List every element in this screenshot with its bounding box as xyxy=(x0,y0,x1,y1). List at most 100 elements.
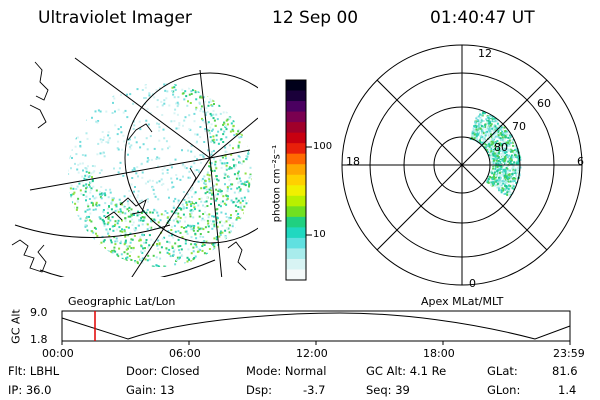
emission-pixel xyxy=(139,238,142,241)
emission-pixel xyxy=(248,96,251,99)
emission-pixel xyxy=(233,167,236,169)
emission-pixel xyxy=(152,275,154,277)
emission-pixel xyxy=(74,202,77,205)
emission-pixel xyxy=(493,175,496,178)
emission-pixel xyxy=(495,182,497,185)
emission-pixel xyxy=(226,274,228,276)
emission-pixel xyxy=(206,223,209,226)
emission-pixel xyxy=(507,184,510,187)
emission-pixel xyxy=(120,210,122,213)
emission-pixel xyxy=(118,198,121,201)
emission-pixel xyxy=(85,280,87,282)
emission-pixel xyxy=(89,191,92,194)
emission-pixel xyxy=(169,255,172,258)
emission-pixel xyxy=(77,101,80,104)
emission-pixel xyxy=(129,220,132,223)
emission-pixel xyxy=(197,180,200,183)
emission-pixel xyxy=(206,171,209,174)
emission-pixel xyxy=(212,135,215,138)
emission-pixel xyxy=(518,170,521,173)
emission-pixel xyxy=(158,123,160,126)
emission-pixel xyxy=(230,153,233,156)
emission-pixel xyxy=(193,155,196,158)
emission-pixel xyxy=(480,119,483,122)
emission-pixel xyxy=(226,197,229,200)
emission-pixel xyxy=(65,212,67,214)
emission-pixel xyxy=(171,86,174,89)
emission-pixel xyxy=(208,90,211,93)
emission-pixel xyxy=(486,147,489,149)
emission-pixel xyxy=(85,170,88,173)
emission-pixel xyxy=(154,209,157,212)
observation-date: 12 Sep 00 xyxy=(272,8,359,28)
emission-pixel xyxy=(104,247,106,250)
emission-pixel xyxy=(508,179,511,182)
emission-pixel xyxy=(177,267,179,269)
emission-pixel xyxy=(507,185,509,188)
emission-pixel xyxy=(241,182,244,185)
emission-pixel xyxy=(126,200,129,203)
emission-pixel xyxy=(228,263,231,266)
emission-pixel xyxy=(114,220,117,223)
emission-pixel xyxy=(475,131,477,134)
emission-pixel xyxy=(211,193,214,196)
emission-pixel xyxy=(231,249,234,252)
emission-pixel xyxy=(480,135,483,138)
emission-pixel xyxy=(129,215,132,218)
emission-pixel xyxy=(80,253,83,256)
emission-pixel xyxy=(142,219,145,222)
emission-pixel xyxy=(240,110,243,113)
emission-pixel xyxy=(212,98,215,101)
emission-pixel xyxy=(238,207,241,210)
emission-pixel xyxy=(66,101,68,103)
emission-pixel xyxy=(171,181,174,184)
emission-pixel xyxy=(223,221,226,224)
emission-pixel xyxy=(232,250,234,253)
emission-pixel xyxy=(82,110,85,113)
emission-pixel xyxy=(198,276,200,278)
emission-pixel xyxy=(120,253,123,256)
emission-pixel xyxy=(69,242,72,245)
emission-pixel xyxy=(216,216,219,219)
emission-pixel xyxy=(230,115,233,118)
emission-pixel xyxy=(136,166,139,169)
emission-pixel xyxy=(71,207,74,210)
emission-pixel xyxy=(230,187,233,190)
emission-pixel xyxy=(177,96,180,99)
emission-pixel xyxy=(213,141,216,144)
emission-pixel xyxy=(185,167,188,170)
emission-pixel xyxy=(500,142,503,145)
emission-pixel xyxy=(174,108,177,111)
emission-pixel xyxy=(479,141,482,143)
emission-pixel xyxy=(254,242,256,244)
emission-pixel xyxy=(204,128,207,130)
emission-pixel xyxy=(248,183,251,186)
emission-pixel xyxy=(73,234,76,237)
emission-pixel xyxy=(245,155,248,158)
emission-pixel xyxy=(111,249,114,252)
emission-pixel xyxy=(163,213,166,216)
emission-pixel xyxy=(478,121,481,124)
emission-pixel xyxy=(213,83,216,85)
emission-pixel xyxy=(158,267,160,269)
emission-pixel xyxy=(189,224,191,227)
emission-pixel xyxy=(225,275,227,277)
emission-pixel xyxy=(75,137,77,140)
emission-pixel xyxy=(161,270,163,272)
emission-pixel xyxy=(161,104,164,107)
emission-pixel xyxy=(251,242,252,245)
emission-pixel xyxy=(86,203,89,206)
emission-pixel xyxy=(105,270,107,272)
emission-pixel xyxy=(186,193,189,196)
emission-pixel xyxy=(231,81,233,83)
emission-pixel xyxy=(130,208,133,211)
emission-pixel xyxy=(505,147,508,150)
emission-pixel xyxy=(225,136,228,139)
emission-pixel xyxy=(504,185,507,187)
emission-pixel xyxy=(136,196,139,199)
emission-pixel xyxy=(163,236,166,239)
emission-pixel xyxy=(198,101,201,104)
emission-pixel xyxy=(186,203,189,206)
emission-pixel xyxy=(500,139,503,142)
emission-pixel xyxy=(193,225,196,227)
